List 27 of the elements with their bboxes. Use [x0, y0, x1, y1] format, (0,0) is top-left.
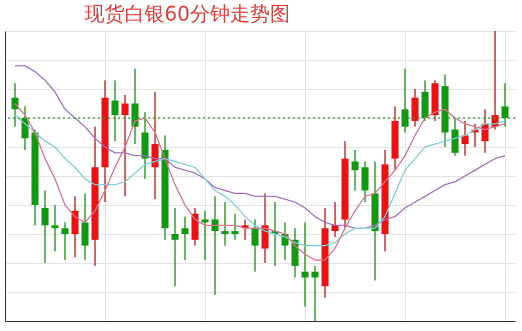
candlestick [22, 106, 28, 151]
candlestick [72, 196, 78, 258]
candlestick [302, 222, 308, 308]
candlestick [232, 213, 238, 240]
candlestick [452, 117, 458, 156]
candlestick [182, 216, 188, 261]
candlestick [412, 88, 418, 128]
chart-title: 现货白银60分钟走势图 [84, 1, 290, 26]
candlestick [172, 207, 178, 287]
candlestick [12, 82, 18, 128]
candlestick [362, 160, 368, 203]
candlestick [352, 149, 358, 192]
candlestick [402, 68, 408, 134]
candlestick [312, 265, 318, 322]
candlestick [82, 192, 88, 261]
candlestick [202, 210, 208, 261]
candlestick [252, 218, 258, 272]
candlestick [62, 222, 68, 261]
candlestick [152, 91, 158, 200]
candlestick [502, 82, 508, 128]
candlestick [42, 190, 48, 264]
candlestick [112, 80, 118, 142]
candlestick [122, 94, 128, 197]
candlestick [462, 120, 468, 156]
candlestick [132, 68, 138, 145]
candlestick [332, 201, 338, 238]
candlestick [222, 201, 228, 246]
